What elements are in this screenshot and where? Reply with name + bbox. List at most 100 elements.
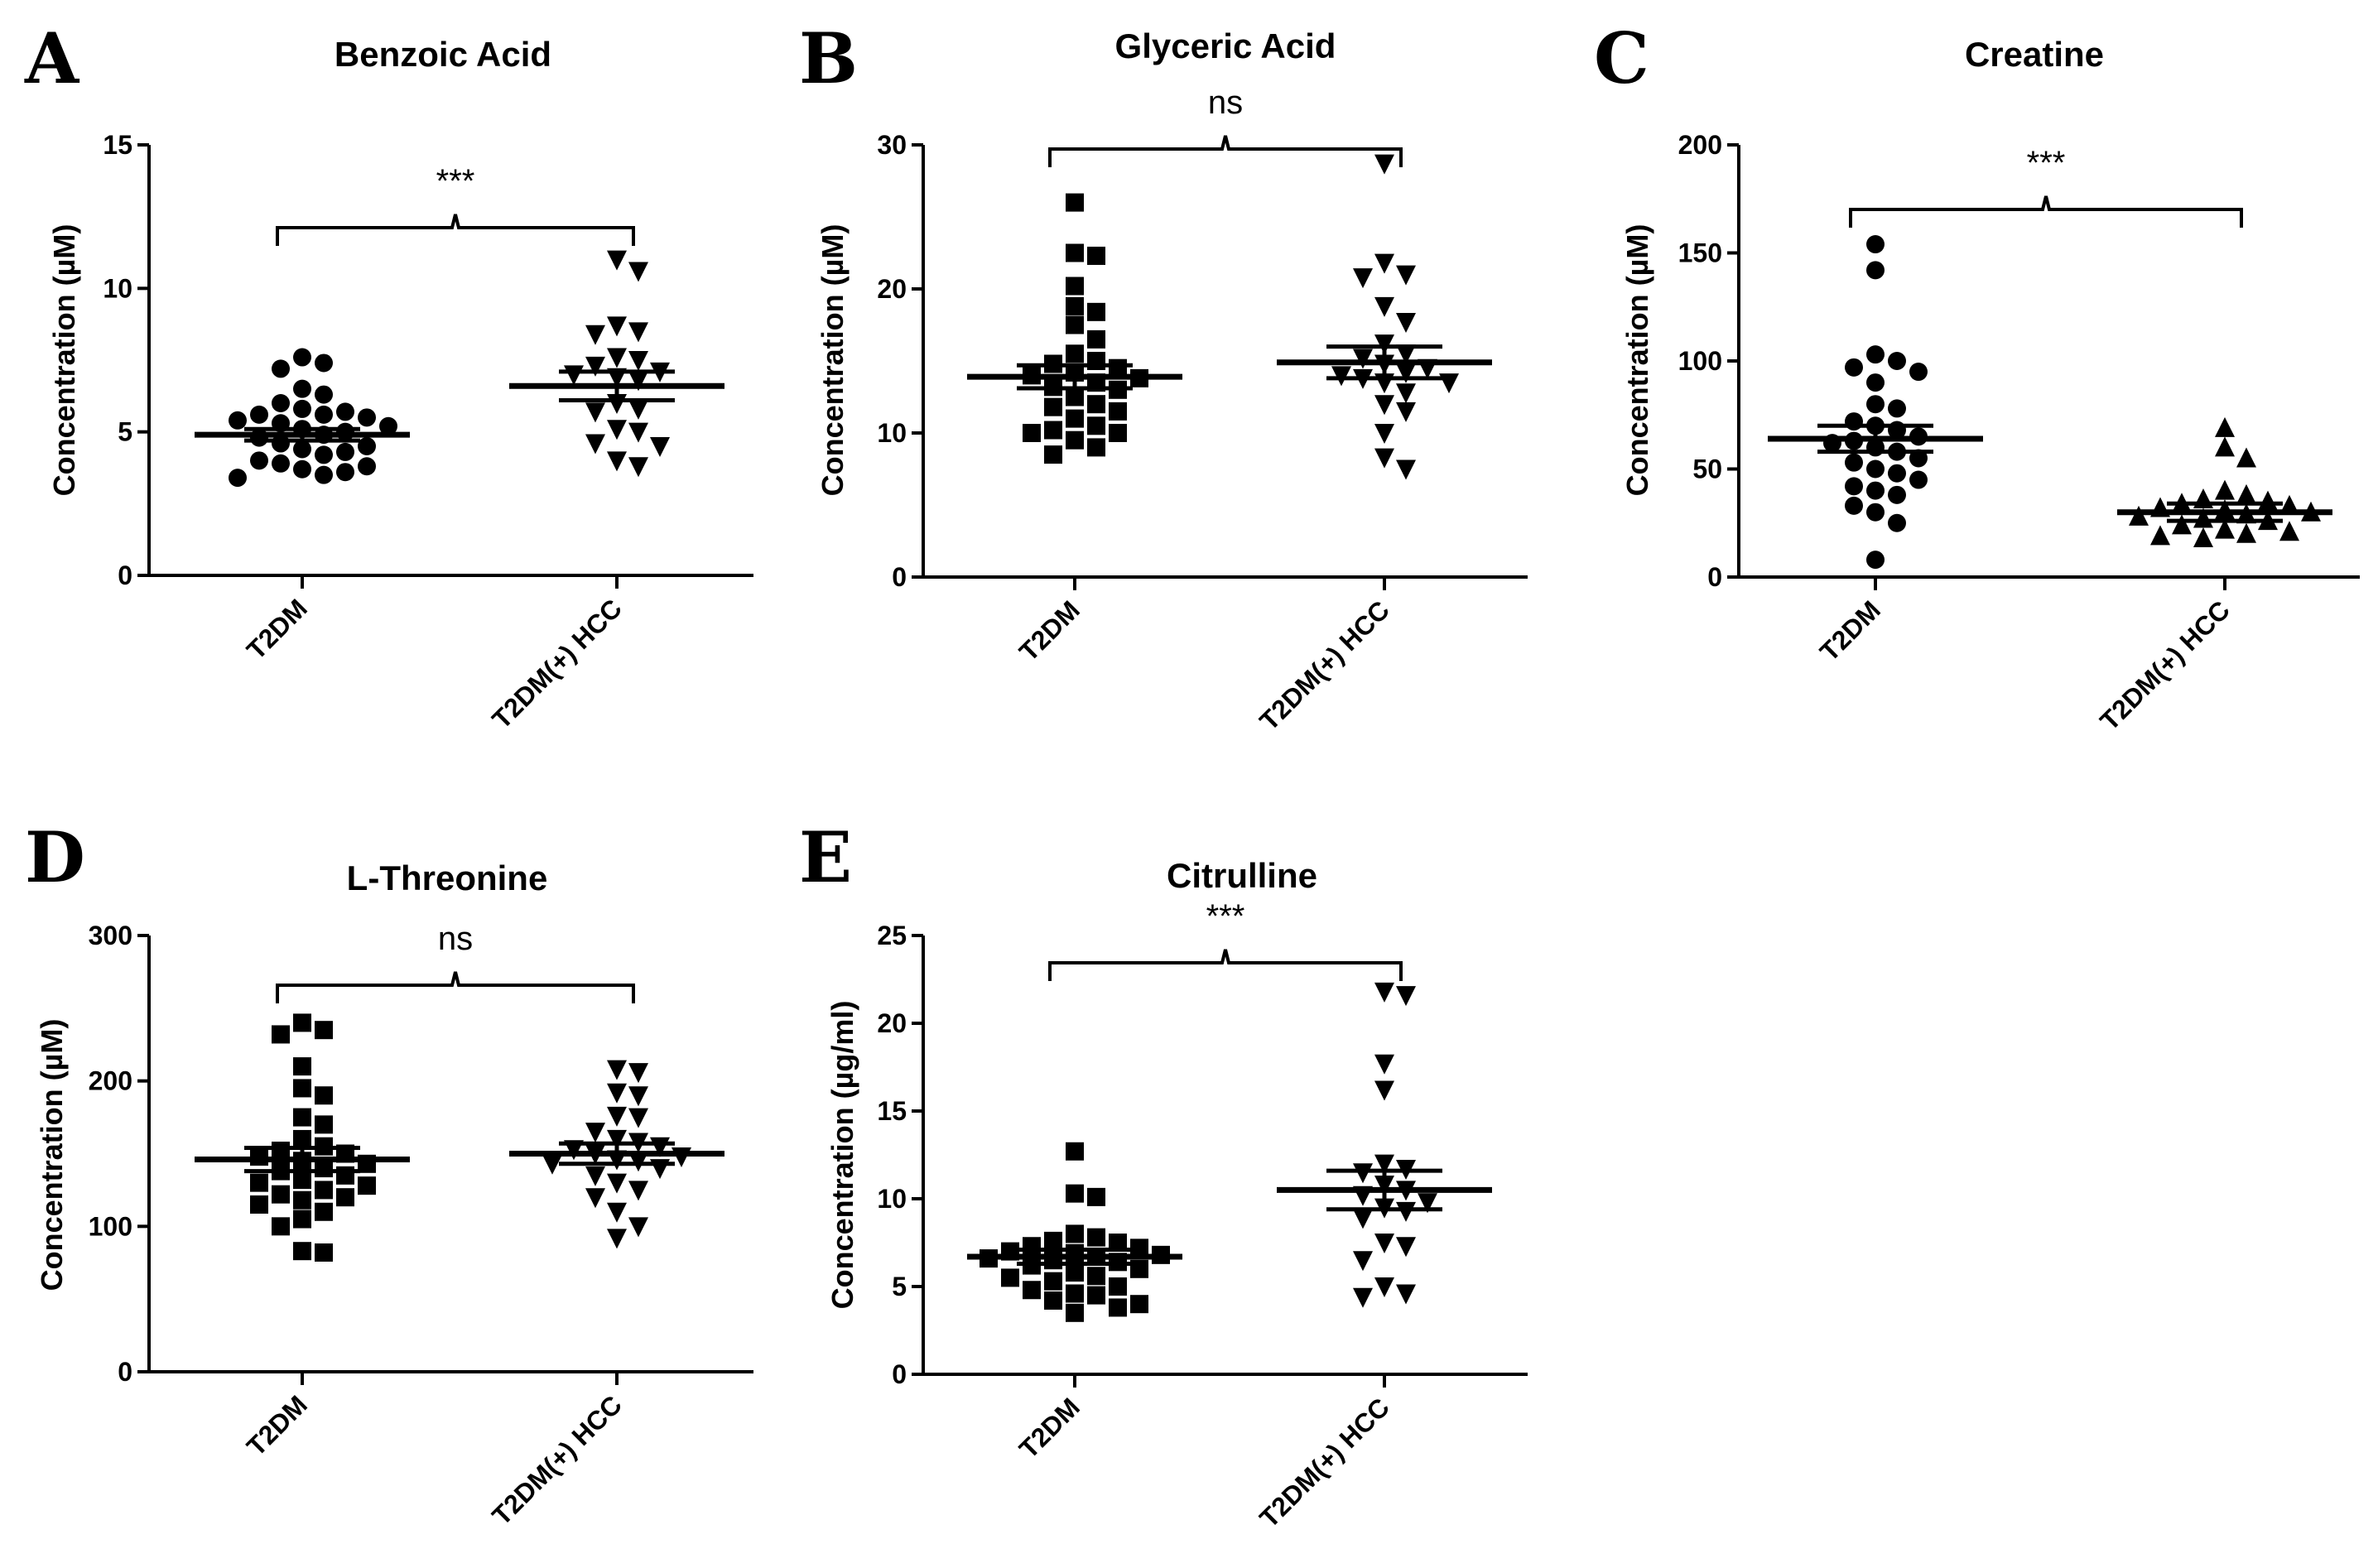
y-tick-label: 20 [877,1008,907,1038]
data-point [1374,154,1394,175]
data-point [1353,268,1373,289]
data-point [1866,373,1885,392]
data-point [293,1057,311,1076]
data-point [1866,481,1885,500]
data-point [1066,193,1084,212]
data-point [315,465,333,484]
significance-label: *** [2027,145,2066,181]
data-point [336,442,354,461]
chart-title: Creatine [1965,35,2104,74]
data-point [2215,436,2235,457]
data-point [2193,527,2213,548]
data-point [2215,479,2235,500]
y-axis-label: Concentration (µg/ml) [826,1001,859,1310]
y-tick-label: 10 [103,273,132,303]
data-point [1087,329,1105,349]
data-point [1066,1263,1084,1282]
data-point [2172,514,2192,535]
x-tick-label: T2DM [241,593,313,665]
y-tick-label: 0 [1707,562,1722,592]
data-point [1087,246,1105,265]
data-point [1396,1237,1416,1258]
y-tick-label: 200 [89,1066,132,1096]
data-point [293,1108,311,1127]
data-point [628,1108,648,1128]
data-point [250,405,268,424]
data-point [336,1188,354,1207]
data-point [1087,416,1105,435]
data-point [585,325,605,345]
data-point [607,1202,627,1223]
x-tick-label: T2DM(+) HCC [486,1389,628,1531]
x-tick-label: T2DM [1013,1392,1086,1464]
data-point [585,402,605,423]
y-axis-label: Concentration (µM) [35,1019,69,1291]
data-point [1066,1303,1084,1322]
data-point [1374,1080,1394,1101]
data-point [1109,1277,1127,1296]
chart-panel-d: D L-Threonine Concentration (µM) 0 100 200 300… [25,816,753,1531]
significance-bracket [276,971,635,1003]
data-point [1374,395,1394,416]
data-point [1374,1054,1394,1075]
data-point [293,1210,311,1229]
data-point [1109,424,1127,442]
data-point [1044,1231,1062,1250]
data-point [1396,1201,1416,1222]
data-point [1396,459,1416,480]
panel-letter: B [799,17,858,99]
data-point [2215,416,2235,437]
y-tick-label: 300 [89,921,132,950]
data-point [650,437,670,457]
data-point [1087,1187,1105,1206]
data-point [315,1115,333,1134]
data-point [1087,1228,1105,1247]
data-point [1066,387,1084,406]
data-point [336,402,354,421]
data-point [585,1123,605,1143]
data-point [607,451,627,472]
data-point [1418,1193,1437,1214]
data-point [293,459,311,479]
data-point [1866,503,1885,522]
data-point [315,1086,333,1105]
data-point [1130,1239,1148,1258]
data-point [1909,363,1928,382]
panel-letter: D [25,816,85,898]
data-point [628,422,648,443]
data-point [564,365,584,386]
y-tick-label: 10 [877,418,907,448]
data-point [2236,522,2256,543]
y-tick-label: 0 [118,1357,132,1387]
y-tick-label: 100 [89,1211,132,1241]
data-point [1087,395,1105,414]
data-point [607,1129,627,1150]
significance-bracket [1048,949,1403,981]
y-tick-label: 25 [877,921,907,950]
x-tick-label: T2DM [241,1389,313,1461]
x-tick-label: T2DM(+) HCC [1254,594,1395,736]
data-point [1353,1287,1373,1308]
significance-bracket [276,214,635,246]
data-point [293,1171,311,1190]
data-point [1374,424,1394,444]
data-point [293,399,311,418]
y-tick-label: 150 [1678,238,1722,268]
data-point [1439,373,1459,394]
data-point [293,440,311,459]
data-point [1044,421,1062,440]
data-point [293,1190,311,1210]
chart-title: Glyceric Acid [1115,26,1336,65]
data-point [1066,1184,1084,1203]
data-point [315,354,333,373]
data-point [315,445,333,464]
data-point [628,457,648,478]
data-point [1353,1209,1373,1229]
data-point [1066,1224,1084,1243]
y-tick-label: 0 [118,560,132,590]
data-point [1130,1295,1148,1314]
significance-bracket [1849,195,2243,228]
panel-letter: C [1594,17,1649,99]
data-point [250,1195,268,1214]
data-point [272,1025,290,1044]
